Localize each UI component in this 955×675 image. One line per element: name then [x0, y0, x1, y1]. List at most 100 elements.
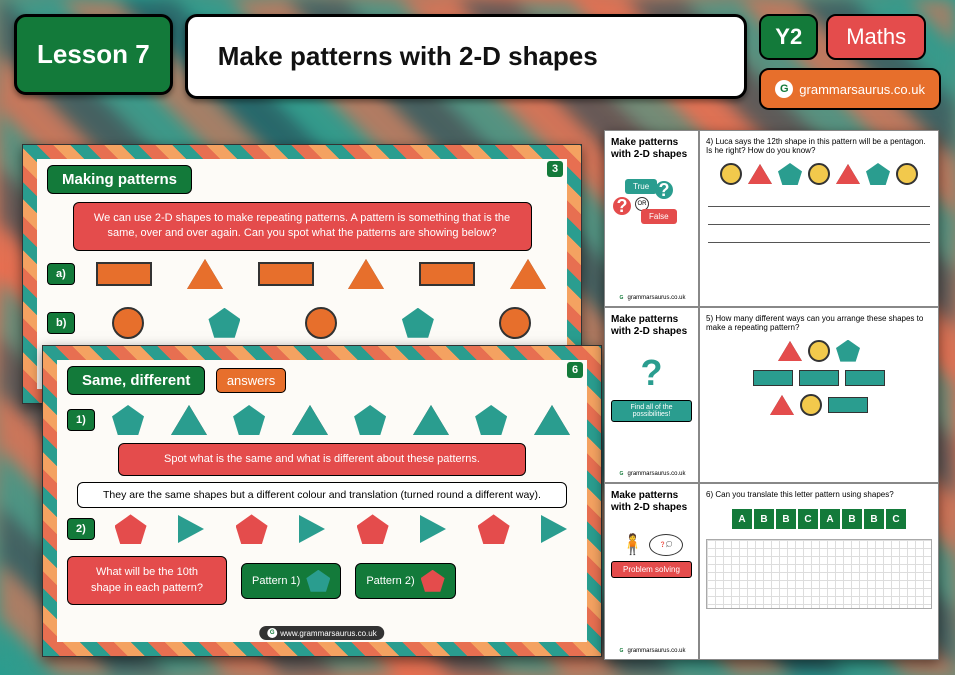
ws-q5: 5) How many different ways can you arran… [699, 307, 939, 484]
q5-shapes-row1 [706, 340, 932, 362]
pentagon-shape [115, 514, 147, 544]
right-badges: Y2 Maths G grammarsaurus.co.uk [759, 14, 941, 110]
pattern-row-a: a) [47, 259, 557, 289]
true-false-icon: True ? OR ? False [611, 179, 692, 229]
pattern-row-1: 1) [67, 405, 577, 435]
circle-shape [808, 340, 830, 362]
pentagon-shape [306, 570, 330, 592]
letter-box: B [754, 509, 774, 529]
triangle-shape [778, 341, 802, 361]
row-label-1: 1) [67, 409, 95, 431]
triangle-shape [836, 164, 860, 184]
question-mark-icon: ? [613, 197, 631, 215]
letter-box: C [798, 509, 818, 529]
rectangle-shape [419, 262, 475, 286]
slide-title: Making patterns [47, 165, 192, 194]
pentagon-shape [421, 570, 445, 592]
triangle-shape [187, 259, 223, 289]
answer-line [708, 193, 930, 207]
triangle-shape [510, 259, 546, 289]
row-label-a: a) [47, 263, 75, 285]
ws-left-3: Make patterns with 2-D shapes 🧍 ❓💭 Probl… [604, 483, 699, 660]
pattern-2-answer: Pattern 2) [355, 563, 455, 599]
question-mark-icon: ? [611, 352, 692, 394]
pentagon-shape [475, 405, 507, 435]
brand-logo-icon: G [267, 628, 277, 638]
circle-shape [896, 163, 918, 185]
brand-logo-icon: G [775, 80, 793, 98]
ws-q4: 4) Luca says the 12th shape in this patt… [699, 130, 939, 307]
spot-instruction: Spot what is the same and what is differ… [118, 443, 526, 476]
slide-brand-footer: G www.grammarsaurus.co.uk [259, 626, 384, 640]
intro-text: We can use 2-D shapes to make repeating … [73, 202, 532, 251]
triangle-shape [420, 515, 446, 543]
find-banner: Find all of the possibilities! [611, 400, 692, 422]
rectangle-shape [258, 262, 314, 286]
rectangle-shape [753, 370, 793, 386]
pentagon-shape [778, 163, 802, 185]
worksheet-panel: Make patterns with 2-D shapes True ? OR … [604, 130, 939, 660]
triangle-shape [292, 405, 328, 435]
ws-heading: Make patterns with 2-D shapes [611, 137, 692, 161]
pentagon-shape [836, 340, 860, 362]
header: Lesson 7 Make patterns with 2-D shapes Y… [14, 14, 941, 110]
year-badge: Y2 [759, 14, 818, 60]
triangle-shape [541, 515, 567, 543]
slide-same-different: 6 Same, different answers 1) Spot what i… [42, 345, 602, 657]
pentagon-shape [478, 514, 510, 544]
triangle-shape [171, 405, 207, 435]
explain-text: They are the same shapes but a different… [77, 482, 567, 508]
circle-shape [499, 307, 531, 339]
triangle-shape [299, 515, 325, 543]
ws-left-1: Make patterns with 2-D shapes True ? OR … [604, 130, 699, 307]
letter-pattern: ABBCABBC [706, 509, 932, 529]
rectangle-shape [828, 397, 868, 413]
circle-shape [720, 163, 742, 185]
true-badge: True [625, 179, 657, 194]
subject-badge: Maths [826, 14, 926, 60]
triangle-shape [770, 395, 794, 415]
triangle-shape [178, 515, 204, 543]
circle-shape [808, 163, 830, 185]
pattern-1-answer: Pattern 1) [241, 563, 341, 599]
slide-number: 6 [567, 362, 583, 378]
rectangle-shape [96, 262, 152, 286]
pattern-row-2: 2) [67, 514, 577, 544]
q4-shapes [706, 163, 932, 185]
pentagon-shape [112, 405, 144, 435]
question-mark-icon: ? [655, 181, 673, 199]
brand-badge: G grammarsaurus.co.uk [759, 68, 941, 110]
pentagon-shape [402, 308, 434, 338]
triangle-shape [413, 405, 449, 435]
pentagon-shape [866, 163, 890, 185]
pentagon-shape [357, 514, 389, 544]
q6-text: 6) Can you translate this letter pattern… [706, 490, 932, 499]
q5-shapes-row3 [706, 394, 932, 416]
pattern-label: Pattern 2) [366, 575, 414, 587]
false-badge: False [641, 209, 677, 224]
question-box: What will be the 10th shape in each patt… [67, 556, 227, 605]
ws-heading: Make patterns with 2-D shapes [611, 314, 692, 338]
ws-left-2: Make patterns with 2-D shapes ? Find all… [604, 307, 699, 484]
answer-line [708, 229, 930, 243]
triangle-shape [348, 259, 384, 289]
letter-box: B [776, 509, 796, 529]
page-title: Make patterns with 2-D shapes [185, 14, 748, 99]
answers-badge: answers [216, 368, 286, 393]
rectangle-shape [845, 370, 885, 386]
problem-solving-banner: Problem solving [611, 561, 692, 578]
circle-shape [305, 307, 337, 339]
q4-text: 4) Luca says the 12th shape in this patt… [706, 137, 932, 155]
q5-text: 5) How many different ways can you arran… [706, 314, 932, 332]
drawing-grid [706, 539, 932, 609]
rectangle-shape [799, 370, 839, 386]
pattern-label: Pattern 1) [252, 575, 300, 587]
thought-bubble-icon: ❓💭 [649, 534, 683, 556]
circle-shape [800, 394, 822, 416]
pentagon-shape [236, 514, 268, 544]
letter-box: B [842, 509, 862, 529]
triangle-shape [534, 405, 570, 435]
letter-box: A [820, 509, 840, 529]
ws-q6: 6) Can you translate this letter pattern… [699, 483, 939, 660]
row-label-b: b) [47, 312, 75, 334]
